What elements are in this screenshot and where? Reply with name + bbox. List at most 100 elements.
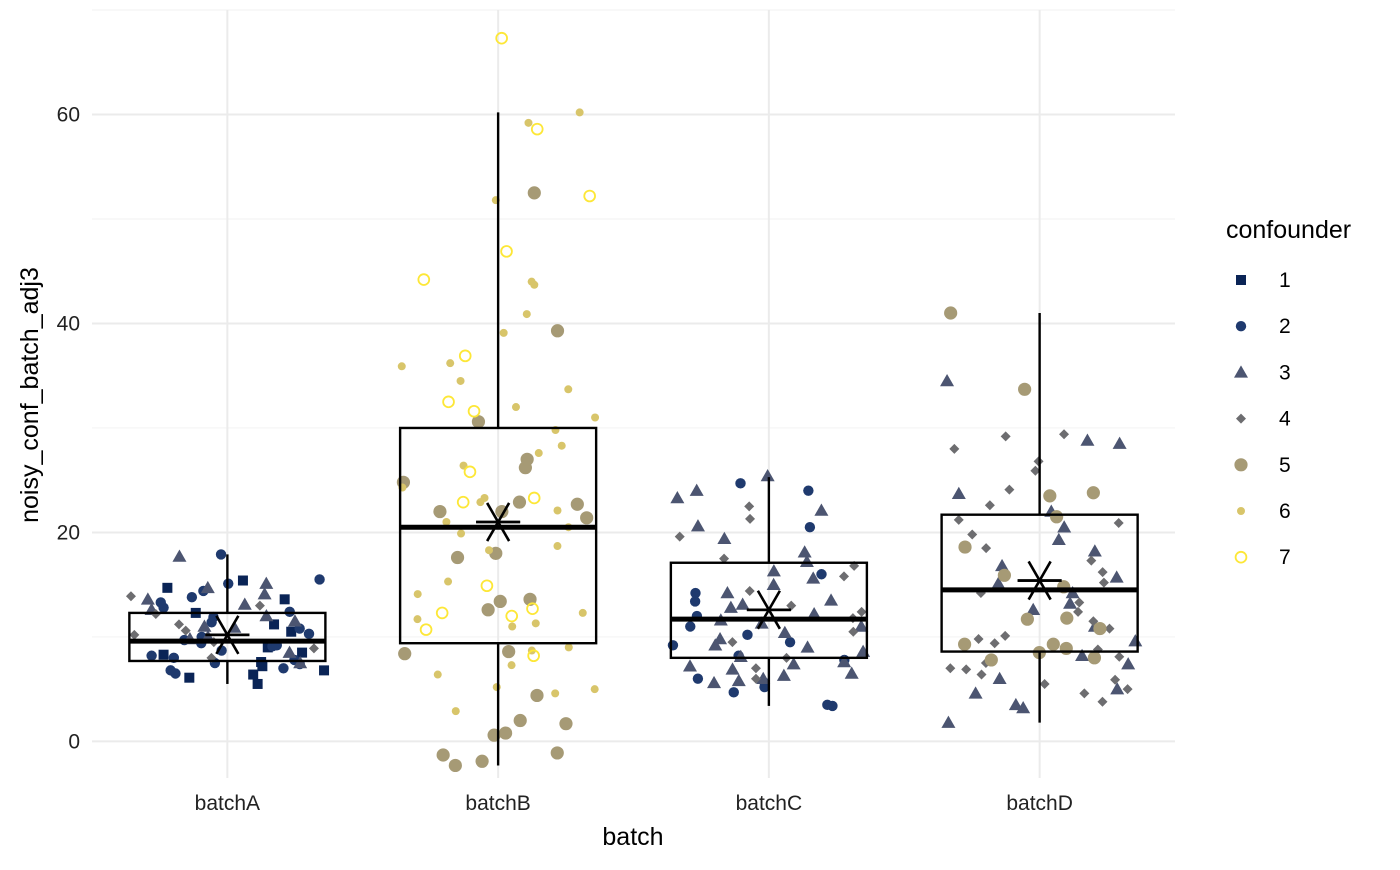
data-point [259, 576, 274, 589]
data-point [522, 310, 531, 319]
data-point [690, 519, 705, 532]
data-point [527, 491, 541, 505]
data-point [745, 513, 756, 524]
data-point [989, 638, 1000, 649]
data-point [446, 359, 455, 368]
data-point [1059, 429, 1070, 440]
data-point [237, 597, 252, 610]
data-point [742, 629, 753, 641]
data-point [485, 546, 494, 555]
data-point [583, 189, 596, 203]
data-point [511, 403, 520, 412]
data-point [941, 715, 956, 728]
data-point [766, 564, 781, 577]
legend-item: 1 [1236, 269, 1291, 292]
data-point [803, 485, 814, 496]
data-point [456, 495, 470, 509]
data-point [436, 748, 450, 762]
legend-label: 1 [1279, 269, 1291, 292]
data-point [1059, 641, 1073, 656]
data-point [837, 655, 852, 668]
legend-item: 3 [1234, 361, 1291, 384]
legend-key [1237, 507, 1245, 515]
data-point [495, 31, 508, 45]
x-tick-label: batchB [465, 792, 530, 815]
data-point [140, 592, 155, 605]
data-point [397, 362, 406, 371]
data-point [433, 670, 442, 679]
data-point [520, 452, 534, 466]
data-point [1093, 621, 1107, 636]
data-point [1128, 634, 1143, 647]
data-point [463, 465, 477, 479]
data-point [1060, 611, 1074, 625]
data-point [451, 707, 460, 716]
legend: confounder 1 2 3 4 5 6 7 [1226, 216, 1351, 569]
mean-marker [1017, 560, 1062, 601]
data-point [958, 540, 972, 554]
data-point [257, 587, 272, 600]
legend-label: 5 [1279, 454, 1291, 477]
data-point [984, 500, 995, 511]
data-point [1046, 637, 1060, 651]
data-point [1051, 532, 1066, 546]
data-point [973, 634, 984, 645]
legend-label: 4 [1279, 408, 1291, 431]
data-point [976, 669, 987, 680]
data-point [1113, 518, 1124, 529]
data-point [854, 619, 869, 632]
data-point [419, 623, 433, 636]
data-point [1008, 697, 1023, 711]
data-point [458, 349, 472, 363]
data-point [591, 413, 600, 422]
data-point [590, 685, 599, 694]
data-point [553, 542, 562, 551]
data-point [806, 571, 821, 584]
data-point [1016, 700, 1031, 714]
data-point [481, 603, 495, 617]
data-point [303, 628, 315, 640]
data-point [1112, 436, 1127, 449]
data-point [527, 649, 540, 663]
data-point [492, 683, 501, 692]
data-point [186, 592, 198, 603]
legend-label: 2 [1279, 315, 1291, 338]
data-point [682, 659, 697, 672]
data-point [508, 622, 517, 631]
data-point [1121, 657, 1136, 670]
data-point [1087, 544, 1102, 557]
data-point [1109, 570, 1124, 583]
data-point [1057, 520, 1072, 533]
data-point [551, 689, 560, 698]
data-point [534, 449, 543, 458]
data-point [200, 580, 215, 594]
x-tick-label: batchC [736, 792, 803, 815]
data-point [1074, 597, 1085, 608]
data-point [433, 504, 447, 519]
data-point [797, 545, 812, 558]
data-point [719, 553, 730, 564]
data-point [282, 645, 297, 658]
data-point [480, 493, 489, 502]
data-point [984, 653, 998, 667]
data-point [442, 518, 451, 526]
data-point [530, 688, 544, 703]
data-point [1104, 623, 1115, 634]
data-point [814, 503, 829, 516]
data-point [1097, 567, 1108, 578]
data-point [1073, 606, 1084, 617]
legend-key [1235, 321, 1247, 332]
box-iqr [398, 426, 598, 645]
legend-item: 4 [1236, 408, 1291, 431]
data-point [526, 602, 539, 616]
data-point [413, 590, 422, 599]
data-point [286, 626, 297, 637]
data-point [279, 594, 290, 605]
data-point [499, 328, 508, 337]
data-point [1063, 596, 1078, 609]
legend-item: 5 [1234, 454, 1291, 477]
data-point [967, 529, 978, 540]
data-point [756, 671, 771, 684]
data-point [248, 669, 259, 680]
